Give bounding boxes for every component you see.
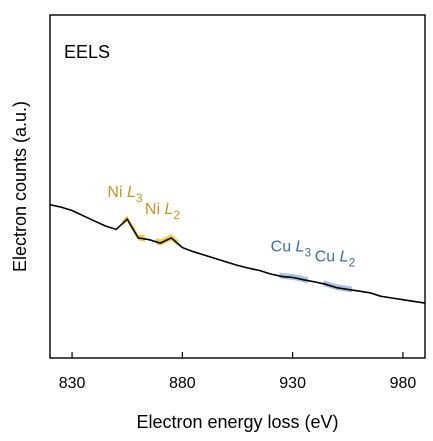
y-axis-title: Electron counts (a.u.) bbox=[10, 101, 30, 272]
edge-label-4: Cu L2 bbox=[315, 249, 356, 270]
plot-frame bbox=[49, 14, 426, 359]
series-line bbox=[49, 203, 426, 304]
edge-label-3: Cu L3 bbox=[271, 238, 312, 259]
x-tick-label-930: 930 bbox=[279, 375, 306, 392]
x-tick-layer: 830 880 930 980 bbox=[59, 352, 417, 392]
chart-title: EELS bbox=[64, 42, 110, 62]
x-axis-title: Electron energy loss (eV) bbox=[136, 412, 338, 432]
edge-label-2: Ni L2 bbox=[145, 201, 180, 222]
x-tick-label-830: 830 bbox=[59, 375, 86, 392]
edge-label-1: Ni L3 bbox=[107, 184, 142, 205]
x-tick-label-980: 980 bbox=[390, 375, 417, 392]
edge-fill-4 bbox=[323, 280, 353, 293]
x-tick-label-880: 880 bbox=[169, 375, 196, 392]
